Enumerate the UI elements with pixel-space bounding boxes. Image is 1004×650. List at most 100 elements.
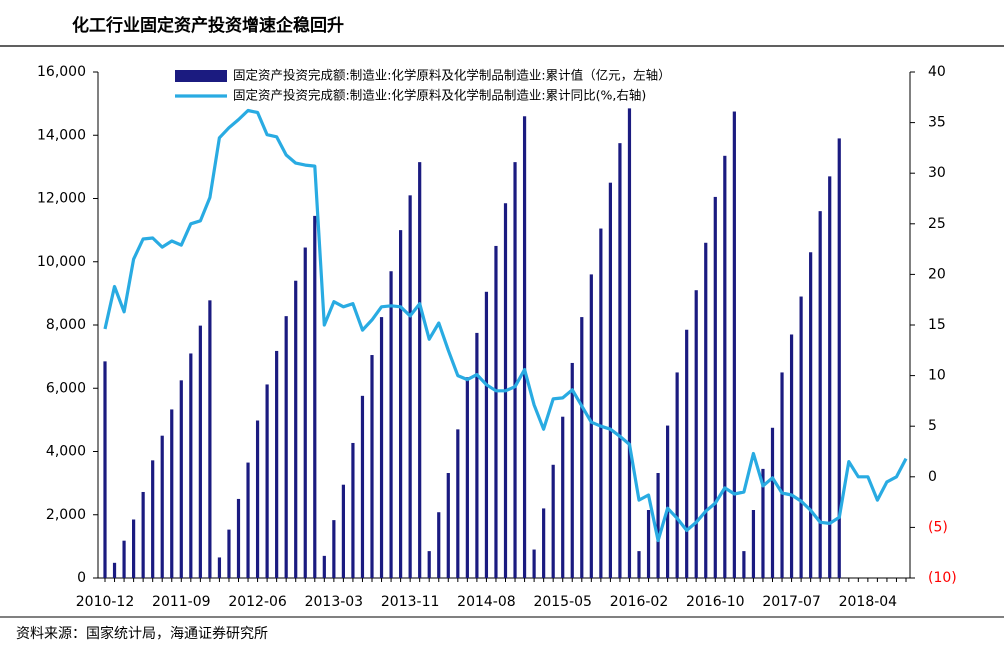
bar [789,334,794,578]
y-tick-label: 4,000 [46,444,86,460]
x-tick-label: 2015-05 [533,594,592,610]
bar [341,484,345,578]
bar [217,557,222,578]
bar [551,464,555,578]
bar [484,291,489,578]
y2-tick-label: 25 [928,216,946,232]
bar [599,228,603,578]
bar [799,296,803,578]
y2-tick-label: 30 [928,165,946,181]
bar [675,372,679,578]
bar [427,551,431,578]
bar [294,280,298,578]
bar [666,425,670,578]
y2-tick-label: 40 [928,64,946,80]
bar [732,111,736,578]
x-tick-label: 2018-04 [839,594,898,610]
bar [618,143,622,578]
bar [570,362,574,578]
bar [437,512,441,578]
bar [809,252,813,578]
bar [179,380,183,578]
bar [389,271,393,578]
bar [542,508,546,578]
y2-tick-label: 5 [928,418,937,434]
y-tick-label: 0 [77,570,86,586]
bar [160,435,164,578]
x-tick-label: 2014-08 [457,594,516,610]
bar [141,491,145,578]
y2-tick-label: (10) [928,570,957,586]
bar [313,215,317,579]
bar [465,377,469,578]
bar [513,162,517,578]
bar [456,429,460,578]
bar [780,372,784,578]
bar [532,549,536,578]
y2-tick-label: 35 [928,115,946,131]
bar [761,468,765,578]
bar [103,361,107,578]
bar [704,242,708,578]
y2-tick-label: (5) [928,519,948,535]
x-tick-label: 2013-11 [381,594,440,610]
y-tick-label: 8,000 [46,317,86,333]
bar [608,182,612,578]
x-tick-label: 2016-02 [610,594,669,610]
bar [408,195,412,578]
legend-swatch [175,70,227,82]
bar [446,473,450,578]
bar [275,350,279,578]
bar [627,108,632,579]
bar [132,519,136,578]
bar [303,247,307,579]
y-tick-label: 2,000 [46,507,86,523]
x-tick-label: 2016-10 [686,594,745,610]
bar [828,176,832,579]
bar [837,138,841,578]
bar [742,551,746,578]
line [103,108,908,543]
bar [151,460,155,578]
bar [112,562,117,578]
bar [322,555,326,578]
bar [236,498,241,578]
x-tick-label: 2017-07 [762,594,821,610]
bar [494,245,498,578]
chart-title: 化工行业固定资产投资增速企稳回升 [72,15,344,36]
bar [246,462,250,578]
bar [522,116,527,579]
y2-tick-label: 0 [928,469,937,485]
bar [713,196,717,578]
bar [589,274,593,578]
y2-tick-label: 10 [928,368,946,384]
x-tick-label: 2013-03 [305,594,364,610]
bar [351,442,355,578]
legend-label: 固定资产投资完成额:制造业:化学原料及化学制品制造业:累计值（亿元，左轴） [233,68,671,83]
bar [370,355,374,578]
y-tick-label: 6,000 [46,380,86,396]
bar [580,317,584,578]
bar [685,329,689,578]
y-tick-label: 10,000 [37,254,86,270]
bar [255,420,260,578]
bar [418,162,422,578]
bar [198,325,202,578]
y-tick-label: 12,000 [37,191,86,207]
bar [751,510,756,578]
bar [723,155,727,578]
bar [360,395,365,578]
legend-label: 固定资产投资完成额:制造业:化学原料及化学制品制造业:累计同比(%,右轴) [233,88,646,103]
y-tick-label: 14,000 [37,127,86,143]
bar [284,316,288,578]
bar [265,384,269,578]
bar [170,409,174,578]
bar [637,551,641,578]
bar [399,230,403,578]
bar [646,510,651,578]
bar [561,416,565,578]
bar [332,520,336,578]
bar [694,290,698,578]
y2-tick-label: 15 [928,317,946,333]
